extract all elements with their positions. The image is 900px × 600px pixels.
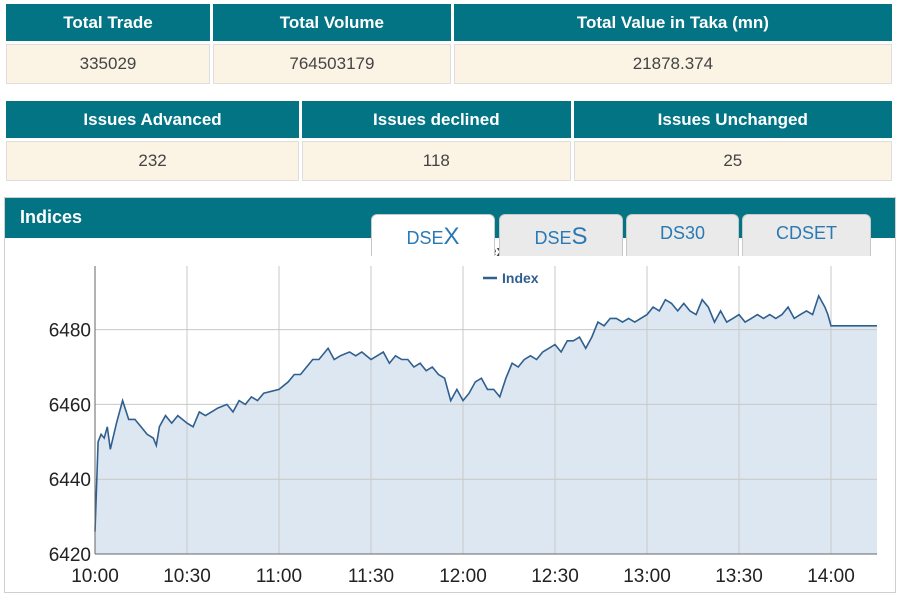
index-chart: 10:00 10:30 11:00 11:30 12:00 12:30 13:00 13:30… [49,243,877,587]
total-value-value: 21878.374 [453,44,892,84]
x-tick-label: 12:00 [439,566,487,587]
tab-dses-suffix: S [571,223,588,250]
tab-dses[interactable]: DSES [499,214,623,256]
market-summary-value-row: 335029 764503179 21878.374 [6,44,892,84]
market-summary-table: Total Trade Total Volume Total Value in … [3,4,895,84]
tab-dses-prefix: DSE [534,228,572,248]
indices-title: Indices [20,207,83,227]
tab-dsex-label: DSEX [406,223,459,251]
market-summary-header-row: Total Trade Total Volume Total Value in … [6,4,892,44]
x-tick-label: 10:00 [71,566,119,587]
y-tick-label: 6440 [49,470,91,491]
x-tick-label: 13:00 [623,566,671,587]
issues-advanced-value: 232 [6,141,300,181]
series-area-index [95,295,877,554]
issues-declined-header: Issues declined [302,101,571,141]
issues-unchanged-header: Issues Unchanged [573,101,892,141]
x-tick-label: 13:30 [715,566,763,587]
total-volume-value: 764503179 [213,44,451,84]
y-tick-label: 6420 [49,545,91,566]
total-trade-header: Total Trade [6,4,211,44]
total-value-header: Total Value in Taka (mn) [453,4,892,44]
tab-ds30-label: DS30 [659,223,706,243]
x-tick-label: 11:30 [348,566,394,587]
tab-dses-label: DSES [534,223,587,251]
y-tick-label: 6480 [49,321,91,342]
issues-unchanged-value: 25 [573,141,892,181]
x-tick-label: 12:30 [531,566,579,587]
x-tick-label: 10:30 [163,566,211,587]
issues-summary-header-row: Issues Advanced Issues declined Issues U… [6,101,892,141]
tab-ds30[interactable]: DS30 [626,214,739,256]
total-trade-value: 335029 [6,44,211,84]
tab-cdset-label: CDSET [775,223,837,243]
tab-dsex[interactable]: DSEX [371,214,495,256]
x-tick-label: 14:00 [807,566,855,587]
x-tick-label: 11:00 [256,566,302,587]
total-volume-header: Total Volume [213,4,451,44]
series-line-index [94,293,877,532]
issues-summary-value-row: 232 118 25 [6,141,892,181]
tab-cdset[interactable]: CDSET [742,214,871,256]
issues-declined-value: 118 [302,141,571,181]
tab-dsex-prefix: DSE [406,228,444,248]
issues-advanced-header: Issues Advanced [6,101,300,141]
issues-summary-table: Issues Advanced Issues declined Issues U… [3,101,895,181]
tab-dsex-suffix: X [443,223,460,250]
legend-label-index: Index [502,270,539,286]
indices-panel: 10:00 10:30 11:00 11:30 12:00 12:30 13:00 13:30… [4,197,896,593]
y-tick-label: 6460 [49,395,91,416]
